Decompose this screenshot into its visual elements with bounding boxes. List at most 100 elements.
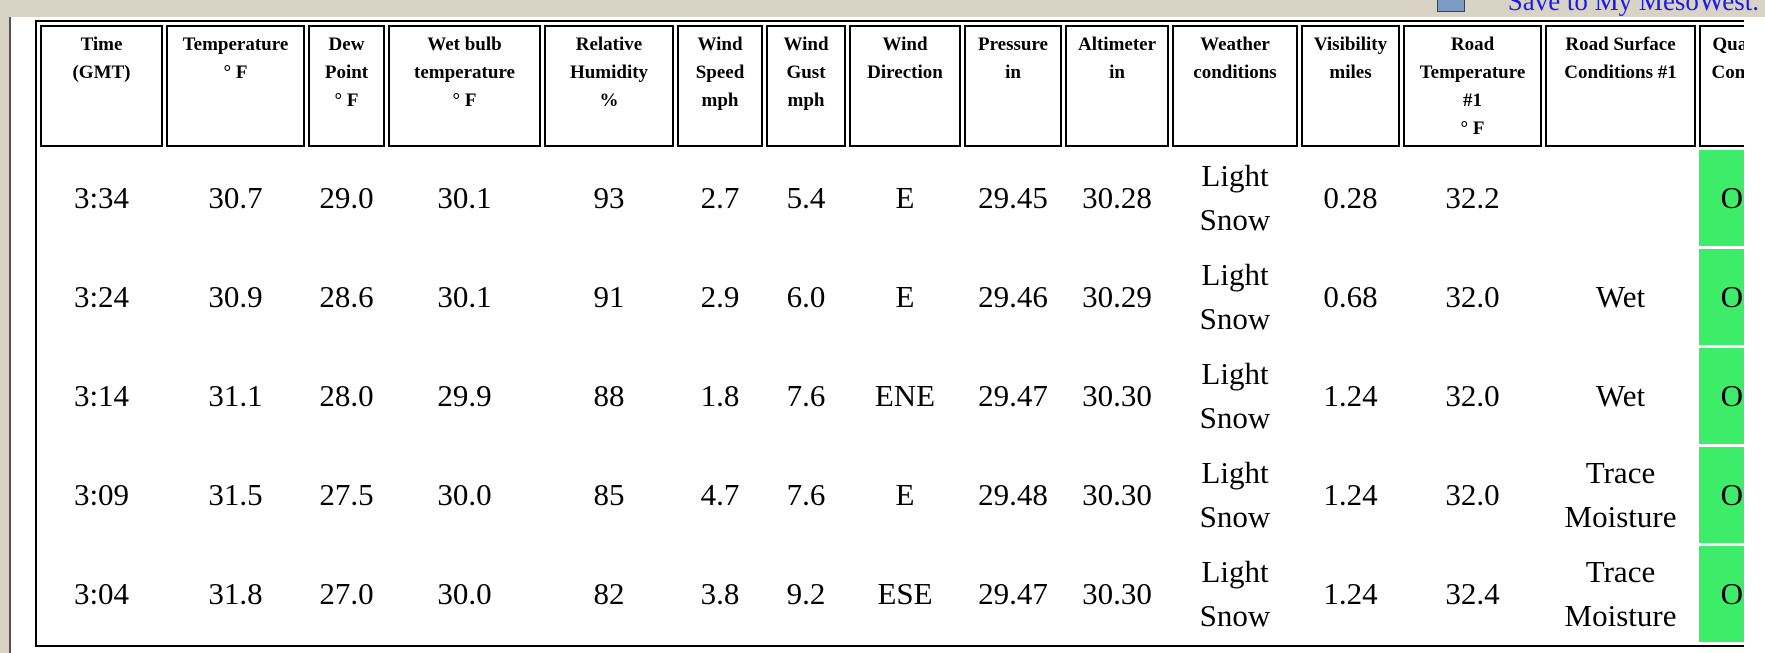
data-cell: Trace Moisture bbox=[1564, 554, 1677, 633]
data-cell: E bbox=[895, 180, 915, 215]
frame bbox=[0, 17, 11, 653]
data-cell: 31.5 bbox=[208, 477, 263, 512]
data-cell: 30.1 bbox=[437, 180, 492, 215]
column-header: Dew Point ° F bbox=[308, 25, 385, 147]
column-header: Road Surface Conditions #1 bbox=[1545, 25, 1696, 147]
data-cell: 3:24 bbox=[73, 279, 130, 314]
data-cell: 31.8 bbox=[208, 576, 263, 611]
column-header: Temperature ° F bbox=[166, 25, 305, 147]
data-cell: 4.7 bbox=[700, 477, 740, 512]
data-cell: 1.24 bbox=[1323, 477, 1378, 512]
data-table: Time (GMT) Temperature ° F Dew Point ° F Wet bu… bbox=[35, 20, 1744, 647]
data-cell: 30.29 bbox=[1082, 279, 1152, 314]
header-line: Temperature bbox=[1419, 62, 1526, 83]
column-header: Wind Gust mph bbox=[766, 25, 846, 147]
data-cell: 0.68 bbox=[1323, 279, 1378, 314]
data-cell: 82 bbox=[593, 576, 625, 611]
data-cell: 3:14 bbox=[73, 378, 130, 413]
column-header: Altimeter in bbox=[1065, 25, 1169, 147]
data-cell: 6.0 bbox=[786, 279, 826, 314]
data-cell: 30.28 bbox=[1082, 180, 1152, 215]
data-row: 3:34 30.7 29.0 30.1 93 2.7 5.4 E 29.45 30.28 Light… bbox=[40, 150, 1744, 246]
header-line: Conditions #1 bbox=[1564, 62, 1677, 83]
header-line: Speed bbox=[695, 62, 745, 83]
quality-cell: OK bbox=[1699, 150, 1744, 246]
data-cell: Light Snow bbox=[1199, 356, 1271, 435]
data-cell: 3:04 bbox=[73, 576, 130, 611]
save-link[interactable]: Save to My MesoWest. bbox=[1507, 0, 1759, 16]
data-cell: ESE bbox=[877, 576, 933, 611]
data-cell: 2.7 bbox=[700, 180, 740, 215]
data-cell: 32.0 bbox=[1445, 477, 1500, 512]
header-line: Relative bbox=[575, 34, 643, 55]
data-cell: Wet bbox=[1595, 279, 1646, 314]
data-cell: 1.8 bbox=[700, 378, 740, 413]
data-cell: 1.24 bbox=[1323, 576, 1378, 611]
data-cell: E bbox=[895, 477, 915, 512]
data-cell: 29.48 bbox=[978, 477, 1048, 512]
data-cell: 28.6 bbox=[319, 279, 374, 314]
header-line: miles bbox=[1329, 62, 1372, 83]
data-cell: 3:09 bbox=[73, 477, 130, 512]
header-line: Wind bbox=[882, 34, 928, 55]
column-header: Time (GMT) bbox=[40, 25, 163, 147]
data-cell: 2.9 bbox=[700, 279, 740, 314]
data-cell: 93 bbox=[593, 180, 625, 215]
data-cell: 30.30 bbox=[1082, 378, 1152, 413]
data-cell: 30.0 bbox=[437, 576, 492, 611]
data-cell: 91 bbox=[593, 279, 625, 314]
column-header: Road Temperature #1 ° F bbox=[1403, 25, 1542, 147]
column-header: Wind Direction bbox=[849, 25, 961, 147]
data-cell: 32.2 bbox=[1445, 180, 1500, 215]
header-line: conditions bbox=[1193, 62, 1277, 83]
quality-cell: OK bbox=[1699, 348, 1744, 444]
data-cell: 27.0 bbox=[319, 576, 374, 611]
data-row: 3:04 31.8 27.0 30.0 82 3.8 9.2 ESE 29.47 30.30 Lig… bbox=[40, 546, 1744, 642]
data-cell: Trace Moisture bbox=[1564, 455, 1677, 534]
data-cell: 29.45 bbox=[978, 180, 1048, 215]
header-line: Pressure bbox=[977, 34, 1048, 55]
data-cell: 30.9 bbox=[208, 279, 263, 314]
header-line: Point bbox=[324, 62, 369, 83]
data-cell: Wet bbox=[1595, 378, 1646, 413]
data-cell: 31.1 bbox=[208, 378, 263, 413]
data-cell: 32.0 bbox=[1445, 279, 1500, 314]
header-line: in bbox=[1109, 62, 1125, 83]
header-line: Visibility bbox=[1313, 34, 1388, 55]
data-cell: 7.6 bbox=[786, 378, 826, 413]
data-cell: 30.0 bbox=[437, 477, 492, 512]
header-line: Road Surface bbox=[1565, 34, 1676, 55]
header-line: Altimeter bbox=[1077, 34, 1157, 55]
column-header: Wind Speed mph bbox=[677, 25, 763, 147]
data-cell: 3.8 bbox=[700, 576, 740, 611]
data-cell: 32.4 bbox=[1445, 576, 1500, 611]
save-icon[interactable] bbox=[1437, 0, 1465, 12]
data-cell: 29.0 bbox=[319, 180, 374, 215]
header-line: Dew bbox=[328, 34, 365, 55]
quality-cell: OK bbox=[1699, 447, 1744, 543]
data-cell: 30.7 bbox=[208, 180, 263, 215]
data-cell: 85 bbox=[593, 477, 625, 512]
column-header: Wet bulb temperature ° F bbox=[388, 25, 541, 147]
data-cell: E bbox=[895, 279, 915, 314]
quality-cell: OK bbox=[1699, 546, 1744, 642]
data-cell: 1.24 bbox=[1323, 378, 1378, 413]
column-header: Weather conditions bbox=[1172, 25, 1298, 147]
data-cell: 30.30 bbox=[1082, 576, 1152, 611]
data-cell: 30.30 bbox=[1082, 477, 1152, 512]
column-header: Visibility miles bbox=[1301, 25, 1400, 147]
header-line: Wind bbox=[783, 34, 829, 55]
header-line: Temperature bbox=[182, 34, 289, 55]
header-line: #1 bbox=[1463, 90, 1482, 111]
data-cell: 3:34 bbox=[73, 180, 130, 215]
data-cell: Light Snow bbox=[1199, 158, 1271, 237]
data-cell: 0.28 bbox=[1323, 180, 1378, 215]
header-line: temperature bbox=[414, 62, 515, 83]
header-line: Humidity bbox=[569, 62, 649, 83]
column-header: Quality Control bbox=[1699, 25, 1744, 147]
data-cell: 27.5 bbox=[319, 477, 374, 512]
header-line: Quality bbox=[1712, 34, 1744, 55]
header-line: Control bbox=[1711, 62, 1745, 83]
data-cell: 29.47 bbox=[978, 378, 1048, 413]
